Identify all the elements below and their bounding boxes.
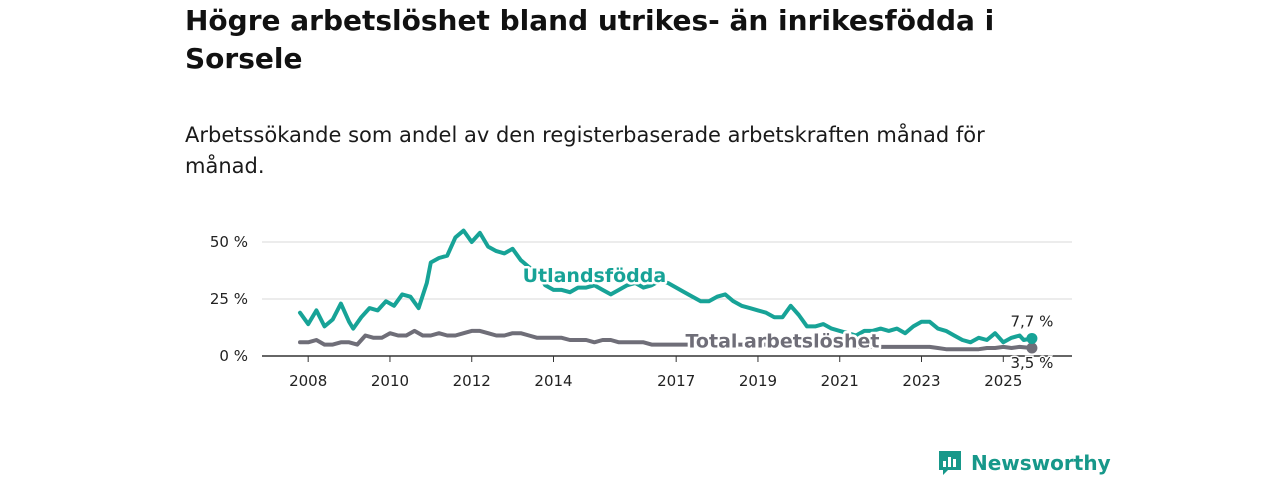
newsworthy-logo-icon xyxy=(939,451,961,475)
x-tick-label: 2012 xyxy=(453,372,491,390)
end-label-total: 3,5 % xyxy=(1010,354,1053,372)
x-tick-label: 2021 xyxy=(821,372,859,390)
x-tick-label: 2023 xyxy=(902,372,940,390)
x-tick-label: 2019 xyxy=(739,372,777,390)
y-tick-label: 50 % xyxy=(210,233,248,251)
series-label-total: Total arbetslöshet xyxy=(686,330,880,352)
axes: 0 % 25 % 50 % 2008 2010 2012 2014 2017 2019 2021 2… xyxy=(210,233,1072,390)
chart-title: Högre arbetslöshet bland utrikes- än inr… xyxy=(185,4,995,75)
y-tick-label: 0 % xyxy=(219,347,248,365)
gridlines xyxy=(262,241,1072,300)
series-line-utlandsfodda xyxy=(298,228,1034,345)
x-tick-label: 2017 xyxy=(657,372,695,390)
x-tick-label: 2010 xyxy=(371,372,409,390)
chart-subtitle: Arbetssökande som andel av den registerb… xyxy=(185,123,985,178)
y-tick-label: 25 % xyxy=(210,290,248,308)
series-label-utlandsfodda: Utlandsfödda xyxy=(523,265,667,287)
brand-logo[interactable]: Newsworthy xyxy=(937,448,1111,478)
x-tick-label: 2008 xyxy=(289,372,327,390)
series-lines xyxy=(298,228,1038,354)
x-tick-label: 2014 xyxy=(534,372,572,390)
x-tick-label: 2025 xyxy=(984,372,1022,390)
labels: Utlandsfödda Total arbetslöshet 7,7 % 3,5 % xyxy=(520,262,1055,373)
end-point-total xyxy=(1026,342,1038,354)
brand-name: Newsworthy xyxy=(971,451,1111,475)
end-point-utlandsfodda xyxy=(1026,332,1038,344)
series-line-total xyxy=(298,328,1034,352)
end-label-utlandsfodda: 7,7 % xyxy=(1010,312,1053,330)
